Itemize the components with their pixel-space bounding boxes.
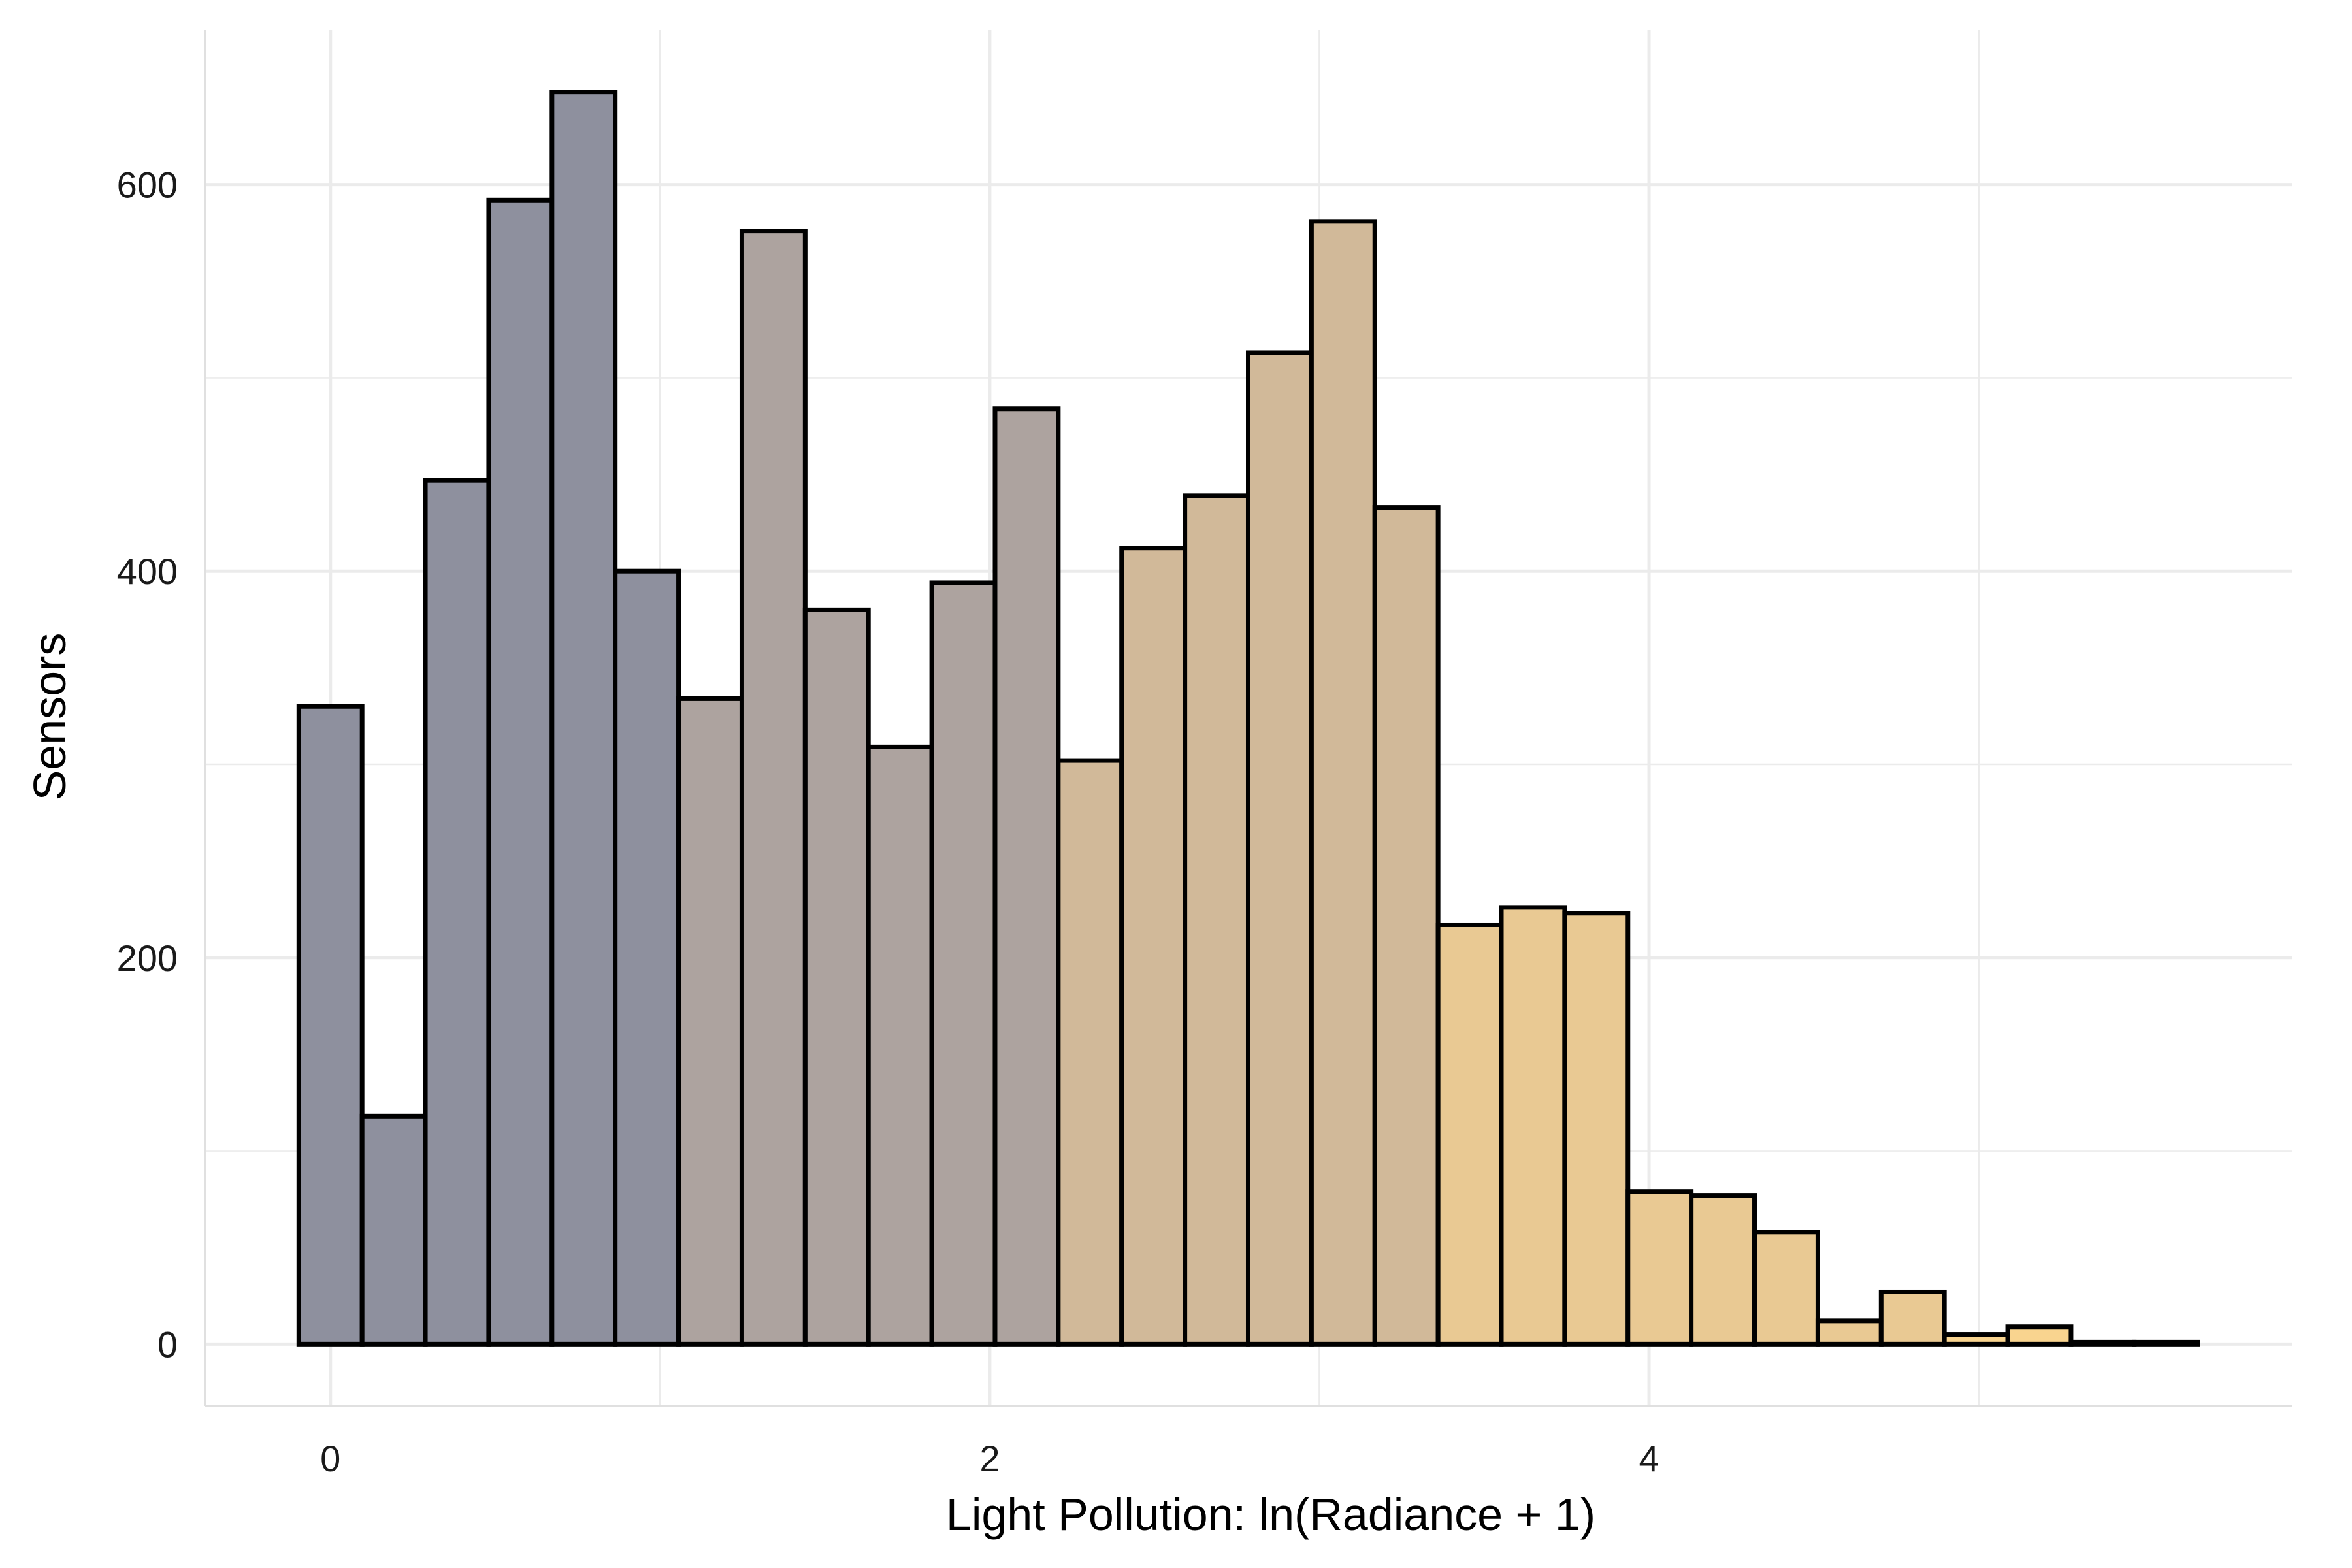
- histogram-bar: [1625, 1189, 1694, 1347]
- histogram-bar: [1752, 1230, 1820, 1347]
- histogram-bar: [2068, 1339, 2137, 1347]
- histogram-bar: [929, 580, 998, 1347]
- histogram-bar: [1562, 911, 1631, 1347]
- histogram-bar: [1878, 1289, 1947, 1347]
- histogram-bar: [1056, 758, 1124, 1347]
- histogram-bar: [1183, 493, 1250, 1347]
- histogram-bar: [296, 704, 365, 1347]
- histogram-bar: [676, 696, 744, 1347]
- histogram-bar: [1815, 1318, 1884, 1347]
- histogram-bar: [1499, 905, 1567, 1347]
- histogram-bar: [1435, 922, 1504, 1347]
- histogram-bar: [1119, 546, 1188, 1347]
- histogram-bar: [802, 607, 871, 1347]
- histogram-bar: [866, 744, 934, 1347]
- histogram-bar: [423, 478, 491, 1347]
- histogram-bar: [359, 1113, 428, 1347]
- histogram-bar: [1372, 505, 1441, 1347]
- y-tick-label: 0: [157, 1324, 178, 1365]
- y-axis-ticks: 0 200 400 600: [117, 165, 178, 1365]
- y-tick-label: 400: [117, 551, 178, 592]
- x-axis-ticks: 0 2 4: [320, 1438, 1659, 1479]
- histogram-bar: [613, 568, 681, 1347]
- y-axis-title: Sensors: [24, 633, 75, 801]
- y-tick-label: 600: [117, 165, 178, 206]
- histogram-bar: [549, 90, 618, 1347]
- histogram-bar: [1309, 219, 1377, 1347]
- histogram-bars: [296, 90, 2200, 1347]
- histogram-bar: [992, 406, 1061, 1347]
- histogram-bar: [739, 229, 808, 1347]
- histogram-bar: [2005, 1324, 2074, 1347]
- axes: [204, 30, 2292, 1407]
- x-tick-label: 4: [1639, 1438, 1659, 1479]
- x-tick-label: 2: [979, 1438, 1000, 1479]
- x-tick-label: 0: [320, 1438, 340, 1479]
- x-axis-title: Light Pollution: ln(Radiance + 1): [946, 1489, 1595, 1540]
- histogram-bar: [1245, 350, 1314, 1347]
- histogram-bar: [1942, 1332, 2010, 1347]
- y-tick-label: 200: [117, 938, 178, 979]
- histogram-bar: [2132, 1339, 2200, 1347]
- histogram-bar: [486, 197, 555, 1347]
- histogram-bar: [1689, 1193, 1757, 1347]
